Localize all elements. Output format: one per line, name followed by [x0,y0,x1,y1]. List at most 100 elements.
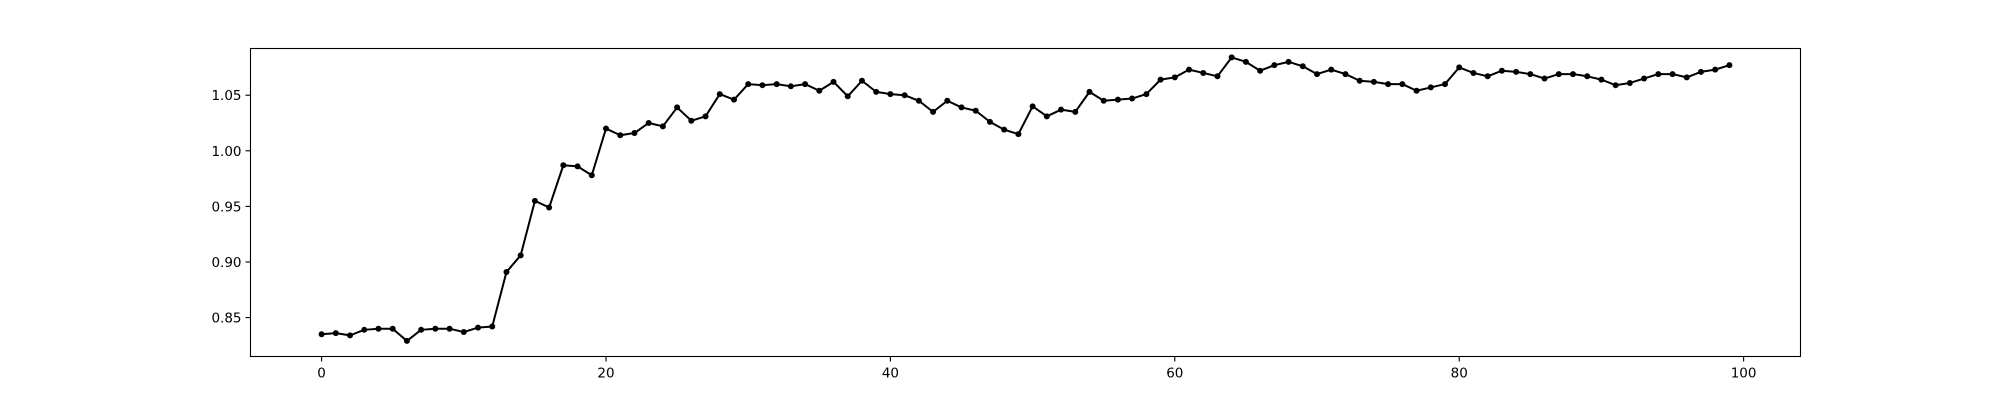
data-point [531,197,538,204]
data-point [1001,126,1008,133]
data-point [347,332,354,339]
data-point [844,93,851,100]
data-point [1385,81,1392,88]
data-point [375,325,382,332]
data-point [389,325,396,332]
data-point [1186,66,1193,73]
data-point [830,78,837,85]
data-point [1228,54,1235,61]
y-tick-label: 0.85 [211,311,241,327]
data-point [1015,131,1022,138]
data-point [1399,81,1406,88]
data-point [1058,106,1065,113]
plot-frame [249,47,1802,358]
data-point [944,97,951,104]
data-point [730,96,737,103]
data-point [332,330,339,337]
data-point [503,268,510,275]
data-point [560,162,567,169]
data-point [1157,76,1164,83]
data-point [588,172,595,179]
data-point [930,108,937,115]
data-point [1171,74,1178,81]
data-point [887,91,894,98]
data-point [1612,82,1619,89]
data-point [403,337,410,344]
data-point [716,91,723,98]
data-point [745,81,752,88]
data-point [1100,97,1107,104]
data-point [1086,88,1093,95]
y-tick-label: 1.05 [211,88,241,104]
data-point [603,125,609,132]
data-point [688,117,695,124]
data-point [1697,68,1704,75]
data-point [1271,62,1278,69]
data-point [1129,95,1136,102]
x-tick-label: 60 [1166,366,1183,382]
data-point [1257,67,1264,74]
x-tick-label: 40 [882,366,899,382]
data-point [432,325,439,332]
data-point [1712,66,1719,73]
data-point [972,107,979,114]
y-tick-label: 0.90 [211,255,241,271]
data-point [802,81,809,88]
data-point [446,325,453,332]
data-point [1114,96,1121,103]
data-point [773,81,780,88]
series-layer [318,54,1733,344]
data-point [1498,67,1505,74]
x-tick-label: 80 [1451,366,1468,382]
data-point [1242,58,1249,65]
data-point [1598,76,1605,83]
data-point [1200,69,1207,76]
data-point [1683,74,1690,81]
data-point [901,92,908,99]
data-point [475,324,482,331]
x-tick-label: 0 [317,366,326,382]
series-line [321,56,1730,342]
data-point [1072,108,1079,115]
data-point [1655,71,1662,78]
axes-layer [249,47,1802,358]
data-point [858,77,865,84]
data-point [1669,71,1676,78]
data-point [702,113,709,120]
data-point [1442,81,1448,88]
data-point [659,123,666,130]
data-point [787,83,794,90]
y-tick-label: 1.00 [211,144,241,160]
data-point [1285,58,1292,65]
data-point [617,132,624,139]
data-point [1726,62,1733,69]
data-point [574,163,581,170]
data-point [1555,71,1562,78]
data-point [645,120,652,126]
x-axis-ticks: 0 20 40 60 80 100 [317,356,1757,382]
data-point [1043,113,1050,120]
data-point [873,88,880,95]
data-point [1328,66,1335,73]
data-point [318,331,325,338]
data-point [1029,103,1036,110]
data-point [1527,71,1534,78]
data-point [1314,71,1321,78]
data-point [361,326,368,333]
y-tick-label: 0.95 [211,199,241,215]
data-point [631,130,638,137]
data-point [1342,71,1349,78]
data-point [1470,69,1477,76]
data-point [986,118,993,125]
data-point [1541,75,1548,82]
data-point [915,97,922,104]
data-point [1413,87,1420,94]
data-point [674,104,681,111]
data-point [418,326,425,333]
data-point [1299,63,1306,70]
data-point [1370,78,1377,85]
data-point [816,87,823,94]
data-point [1143,91,1150,98]
